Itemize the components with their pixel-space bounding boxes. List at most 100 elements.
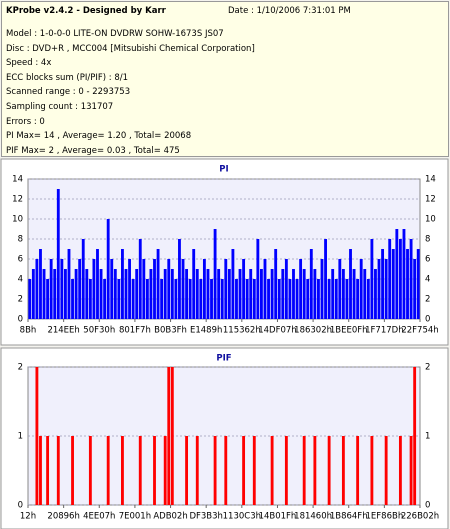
- y-tick-label-right: 12: [425, 195, 436, 205]
- x-tick-label: 7E001h: [119, 512, 151, 522]
- x-tick-label: 181460h: [294, 512, 332, 522]
- bar: [153, 436, 156, 505]
- y-tick-label-right: 8: [425, 235, 430, 245]
- bar: [195, 436, 199, 505]
- chart-title: PI: [219, 165, 228, 175]
- info-line: Errors : 0: [6, 116, 45, 127]
- bar: [224, 436, 228, 505]
- bar: [113, 269, 117, 319]
- bar: [231, 249, 235, 319]
- x-tick-label: 20896h: [47, 512, 79, 522]
- x-tick-label: 12h: [20, 512, 36, 522]
- bar: [106, 436, 110, 505]
- bar: [202, 259, 206, 319]
- y-tick-label: 2: [18, 363, 23, 373]
- bar: [317, 279, 320, 319]
- info-line: PI Max= 14 , Average= 1.20 , Total= 2006…: [6, 131, 192, 142]
- x-tick-label: 4EE07h: [83, 512, 115, 522]
- x-tick-label: 14B01Fh: [259, 512, 297, 522]
- y-tick-label: 0: [18, 501, 23, 511]
- info-line: Model : 1-0-0-0 LITE-ON DVDRW SOHW-1673S…: [6, 29, 224, 39]
- bar: [281, 269, 285, 319]
- bar: [395, 229, 399, 319]
- bar: [31, 269, 35, 319]
- bar: [28, 279, 32, 319]
- bar: [88, 436, 92, 505]
- bar: [46, 436, 50, 505]
- bar: [92, 259, 96, 319]
- bar: [88, 279, 92, 319]
- bar: [288, 279, 292, 319]
- y-tick-label-right: 14: [425, 175, 436, 185]
- bar: [306, 279, 310, 319]
- info-line: Disc : DVD+R , MCC004 [Mitsubishi Chemic…: [6, 43, 255, 54]
- bar: [398, 239, 402, 319]
- bar: [192, 249, 196, 319]
- bar: [356, 279, 360, 319]
- app-title: KProbe v2.4.2 - Designed by Karr: [6, 6, 166, 16]
- bar: [388, 239, 392, 319]
- bar: [409, 436, 413, 505]
- bar: [71, 279, 74, 319]
- bar: [263, 259, 267, 319]
- bar: [374, 269, 377, 319]
- bar: [341, 436, 345, 505]
- bar: [341, 269, 345, 319]
- bar: [352, 269, 356, 319]
- bar: [163, 436, 167, 505]
- bar: [320, 259, 324, 319]
- y-tick-label-right: 4: [425, 275, 430, 285]
- y-tick-label-right: 2: [425, 295, 430, 305]
- bar: [121, 436, 124, 505]
- bar: [406, 249, 409, 319]
- y-tick-label-right: 0: [425, 501, 430, 511]
- bar: [413, 367, 417, 505]
- bar: [53, 269, 57, 319]
- y-tick-label-right: 2: [425, 363, 430, 373]
- bar: [366, 279, 370, 319]
- bar: [56, 189, 60, 319]
- y-tick-label-right: 0: [425, 315, 430, 325]
- bar: [71, 436, 74, 505]
- bar: [46, 279, 50, 319]
- info-line: PIF Max= 2 , Average= 0.03 , Total= 475: [6, 145, 180, 156]
- bar: [324, 239, 327, 319]
- bar: [327, 436, 331, 505]
- x-tick-label: 1EF86Bh: [366, 512, 404, 522]
- bar: [277, 279, 281, 319]
- bar: [81, 239, 85, 319]
- bar: [245, 279, 249, 319]
- bar: [235, 279, 238, 319]
- x-tick-label: 14DF07h: [258, 326, 296, 336]
- bar: [363, 269, 367, 319]
- bar: [124, 269, 128, 319]
- bar: [270, 269, 274, 319]
- x-tick-label: ADB02h: [153, 512, 187, 522]
- bar: [313, 269, 317, 319]
- bar: [384, 436, 388, 505]
- bar: [224, 259, 228, 319]
- y-tick-label: 0: [18, 315, 23, 325]
- x-tick-label: B0B3Fh: [154, 326, 187, 336]
- bar: [42, 269, 46, 319]
- bar: [138, 239, 142, 319]
- bar: [381, 249, 385, 319]
- y-tick-label: 12: [12, 195, 23, 205]
- bar: [103, 279, 107, 319]
- bar: [185, 269, 189, 319]
- bar: [259, 269, 263, 319]
- bar: [302, 436, 306, 505]
- bar: [370, 436, 374, 505]
- bar: [156, 249, 160, 319]
- x-tick-label: DF3B3h: [189, 512, 222, 522]
- bar: [170, 367, 174, 505]
- bar: [35, 259, 39, 319]
- bar: [331, 269, 335, 319]
- bar: [402, 229, 406, 319]
- bar: [213, 436, 217, 505]
- x-tick-label: 1B864Fh: [330, 512, 368, 522]
- y-tick-label: 6: [18, 255, 23, 265]
- x-tick-label: 8Bh: [20, 326, 37, 336]
- bar: [35, 367, 39, 505]
